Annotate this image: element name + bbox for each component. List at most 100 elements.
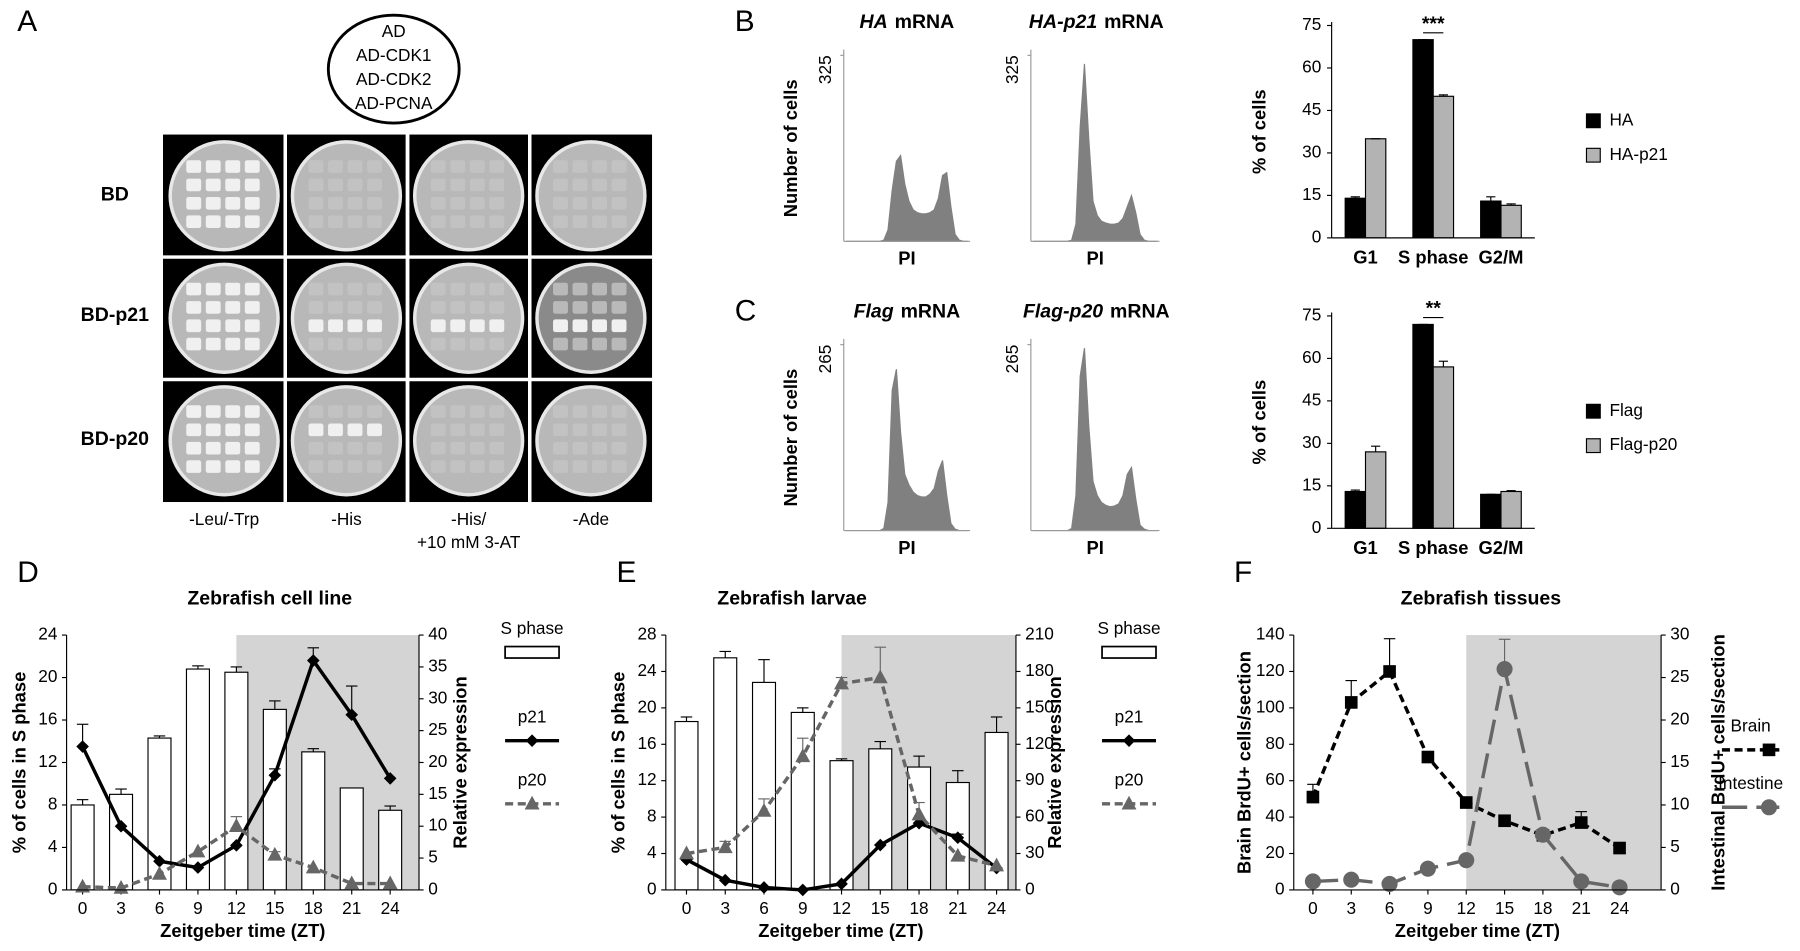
colony-patch bbox=[328, 215, 343, 228]
colony-patch bbox=[347, 405, 363, 418]
legend-label: HA bbox=[1609, 109, 1633, 129]
bar bbox=[751, 681, 777, 891]
colony-patch bbox=[244, 337, 260, 351]
point bbox=[114, 819, 128, 833]
y-tick-label: 20 bbox=[637, 696, 656, 716]
colony-patch bbox=[308, 301, 324, 314]
colony-patch bbox=[367, 160, 382, 173]
point bbox=[228, 818, 244, 832]
x-tick-label: 3 bbox=[720, 898, 730, 918]
point bbox=[383, 772, 397, 785]
panel-label: E bbox=[616, 556, 636, 589]
y-tick-label: 80 bbox=[1265, 733, 1284, 753]
legend-label: Brain bbox=[1731, 715, 1771, 735]
colony-patch bbox=[225, 405, 241, 418]
bar bbox=[339, 787, 364, 891]
colony-patch bbox=[328, 196, 343, 210]
x-tick-label: 6 bbox=[155, 898, 165, 918]
x-axis-label: PI bbox=[1086, 537, 1103, 558]
colony-patch bbox=[367, 178, 382, 192]
colony-patch bbox=[308, 405, 324, 418]
colony-patch bbox=[186, 319, 202, 333]
x-tick-label: 6 bbox=[759, 898, 769, 918]
y-axis-label: Number of cells bbox=[780, 79, 801, 217]
y2-tick-label: 30 bbox=[428, 687, 447, 707]
colony-patch bbox=[430, 301, 446, 314]
x-tick-label: G2/M bbox=[1479, 246, 1524, 267]
point bbox=[1498, 814, 1511, 828]
x-tick-label: 12 bbox=[1457, 898, 1476, 918]
colony-patch bbox=[450, 423, 466, 437]
colony-patch bbox=[489, 460, 505, 473]
colony-patch bbox=[308, 282, 324, 296]
legend-swatch bbox=[1585, 403, 1601, 419]
point bbox=[1613, 841, 1626, 855]
plate bbox=[412, 262, 525, 374]
x-tick-label: 18 bbox=[909, 898, 928, 918]
bar bbox=[1344, 490, 1367, 529]
y2-axis-label: Relative expression bbox=[449, 676, 470, 848]
point bbox=[1574, 816, 1588, 829]
legend-label: Flag-p20 bbox=[1609, 434, 1677, 454]
title-rest: mRNA bbox=[901, 301, 961, 323]
y2-tick-label: 40 bbox=[428, 624, 447, 644]
x-axis-label: Zeitgeber time (ZT) bbox=[1395, 920, 1560, 941]
y2-tick-label: 10 bbox=[428, 815, 447, 835]
x-tick-label: 12 bbox=[227, 898, 246, 918]
colony-patch bbox=[205, 441, 221, 455]
point bbox=[1421, 750, 1435, 764]
colony-patch bbox=[592, 196, 607, 210]
point bbox=[1611, 879, 1628, 896]
colony-patch bbox=[186, 160, 202, 173]
x-axis-label: PI bbox=[1086, 248, 1103, 269]
column-label: -Leu/-Trp bbox=[189, 509, 259, 529]
point bbox=[267, 846, 283, 861]
chart-title: Zebrafish cell line bbox=[187, 588, 352, 610]
point bbox=[306, 654, 320, 667]
bar bbox=[868, 748, 893, 891]
colony-patch bbox=[469, 215, 485, 228]
colony-patch bbox=[430, 405, 446, 418]
colony-patch bbox=[328, 441, 343, 455]
colony-patch bbox=[244, 423, 260, 437]
histogram-area bbox=[1033, 348, 1158, 532]
y-axis-label: % of cells bbox=[1248, 380, 1269, 465]
colony-patch bbox=[592, 282, 607, 296]
x-tick-label: G1 bbox=[1353, 537, 1377, 558]
column-label: -His/ bbox=[451, 509, 487, 529]
y2-axis-label: Relative expression bbox=[1044, 676, 1065, 848]
plate bbox=[535, 385, 647, 497]
legend-marker bbox=[1762, 743, 1776, 757]
colony-patch bbox=[308, 178, 324, 192]
point bbox=[345, 708, 359, 722]
colony-patch bbox=[592, 215, 607, 228]
colony-patch bbox=[450, 160, 466, 173]
colony-patch bbox=[430, 196, 446, 210]
colony-patch bbox=[611, 282, 627, 296]
legend-label: p21 bbox=[518, 706, 547, 726]
x-tick-label: 21 bbox=[948, 898, 967, 918]
title-rest: mRNA bbox=[895, 11, 955, 33]
x-tick-label: 0 bbox=[1308, 898, 1318, 918]
colony-patch bbox=[347, 423, 363, 437]
point bbox=[1304, 873, 1321, 890]
x-tick-label: 3 bbox=[116, 898, 126, 918]
y2-tick-label: 30 bbox=[1670, 624, 1689, 644]
point bbox=[1306, 790, 1320, 804]
x-tick-label: 21 bbox=[342, 898, 361, 918]
shaded-region bbox=[1466, 635, 1662, 890]
colony-patch bbox=[553, 423, 568, 437]
colony-patch bbox=[592, 405, 607, 418]
bar bbox=[1412, 39, 1434, 239]
colony-patch bbox=[225, 282, 241, 296]
y-tick-label: 12 bbox=[637, 769, 656, 789]
colony-patch bbox=[328, 423, 343, 437]
bar bbox=[1364, 451, 1387, 529]
legend-marker bbox=[1122, 734, 1136, 747]
bar bbox=[1500, 490, 1522, 529]
y2-tick-label: 120 bbox=[1025, 733, 1054, 753]
colony-patch bbox=[572, 282, 588, 296]
colony-patch bbox=[225, 215, 241, 228]
colony-patch bbox=[367, 196, 382, 210]
colony-patch bbox=[489, 215, 505, 228]
